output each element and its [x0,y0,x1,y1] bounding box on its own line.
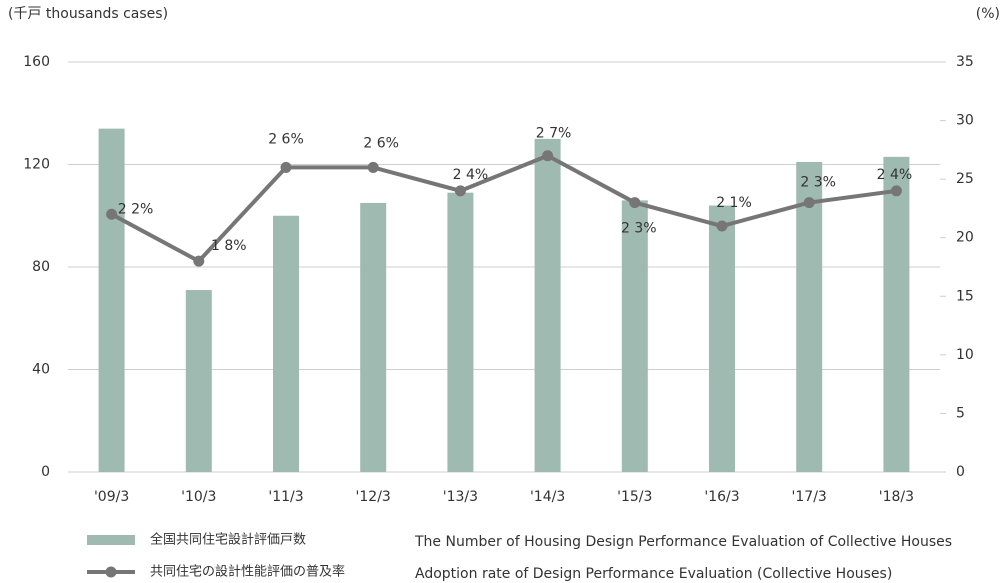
legend-swatch [87,535,135,545]
y2-tick-label: 10 [956,347,974,363]
y2-tick-label: 0 [956,464,965,480]
y-tick-label: 40 [32,362,50,378]
x-tick-label: '14/3 [530,489,565,505]
bar [273,215,299,472]
bar [534,138,561,472]
bar [796,161,823,472]
bar [883,156,910,472]
data-label: 2 3% [800,175,836,191]
y2-tick-label: 15 [956,288,974,304]
line [110,153,897,264]
y-tick-label: 80 [32,259,50,275]
x-tick-label: '15/3 [617,489,652,505]
line-point [629,197,641,209]
y-tick-label: 0 [41,464,50,480]
data-label: 2 7% [536,126,572,142]
x-tick-label: '17/3 [792,489,827,505]
line-point [454,185,466,197]
y2-tick-label: 5 [956,405,965,421]
data-label: 2 1% [716,195,752,211]
bar [621,200,648,472]
bar [709,205,735,472]
legend-label: 全国共同住宅設計評価戸数 [150,532,306,548]
y2-tick-label: 25 [956,171,974,187]
line-point [280,161,292,173]
line-point [890,185,902,197]
data-label: 2 4% [453,167,489,183]
x-tick-label: '16/3 [704,489,739,505]
data-label: 1 8% [211,238,247,254]
data-label: 2 4% [877,167,913,183]
data-label: 2 3% [621,221,657,237]
y-tick-label: 160 [23,54,50,70]
line-point [367,161,379,173]
legend-description: The Number of Housing Design Performance… [414,534,952,550]
x-tick-label: '11/3 [268,489,303,505]
y2-tick-label: 30 [956,113,974,129]
bar [447,192,474,472]
legend-description: Adoption rate of Design Performance Eval… [415,566,892,582]
y-axis-label: (千戸 thousands cases) [8,6,168,22]
bar [185,290,212,472]
legend-label: 共同住宅の設計性能評価の普及率 [150,564,345,580]
line-point [542,150,554,162]
line-point [193,255,205,267]
data-label: 2 6% [363,135,399,151]
bar [360,202,387,472]
y-tick-label: 120 [23,157,50,173]
data-label: 2 2% [118,201,154,217]
line-point [803,197,815,209]
data-label: 2 6% [268,131,304,147]
line-point [716,220,728,232]
x-tick-label: '18/3 [879,489,914,505]
x-tick-label: '10/3 [181,489,216,505]
y2-axis-label: (%) [976,6,1000,22]
y2-tick-label: 35 [956,54,974,70]
legend-marker [105,566,117,578]
x-tick-label: '12/3 [356,489,391,505]
x-tick-label: '09/3 [94,489,129,505]
y2-tick-label: 20 [956,230,974,246]
x-tick-label: '13/3 [443,489,478,505]
bar [98,128,125,472]
line-point [106,208,118,220]
